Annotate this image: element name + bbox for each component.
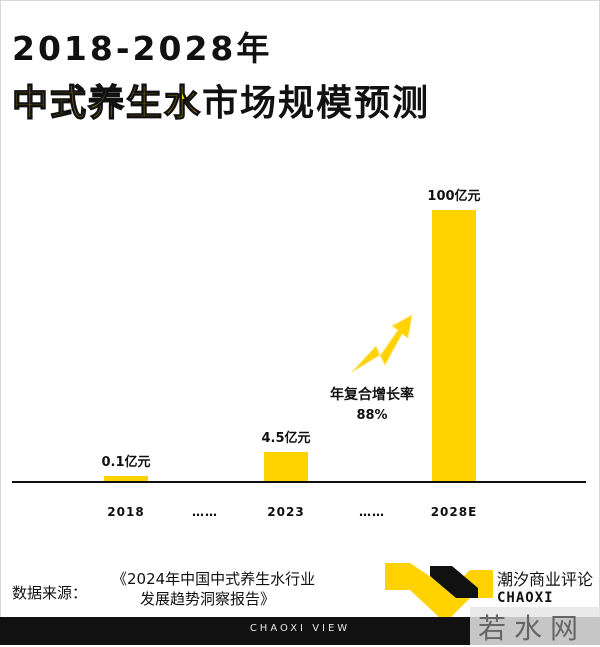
data-label-2018: 0.1亿元: [101, 454, 150, 470]
x-tick-0: 2018: [107, 505, 144, 519]
x-tick-2: 2023: [267, 505, 304, 519]
x-tick-1: ……: [192, 505, 218, 519]
cagr-annotation: 年复合增长率 88%: [330, 314, 414, 423]
logo-wave-icon: [385, 563, 493, 618]
growth-arrow-icon: [351, 314, 413, 373]
x-tick-3: ……: [359, 505, 385, 519]
title-line2: 中式养生水市场规模预测: [11, 74, 431, 126]
source-line2: 发展趋势洞察报告》: [140, 590, 276, 608]
title-accent: 中式养生水: [11, 82, 203, 124]
brand-name: 潮汐商业评论: [497, 570, 594, 589]
footer-text: CHAOXI VIEW: [249, 623, 351, 634]
source-line1: 《2024年中国中式养生水行业: [112, 570, 316, 588]
cagr-value: 88%: [356, 408, 387, 423]
brand-name-en: CHAOXI: [497, 590, 554, 606]
bars-group: 0.1亿元 4.5亿元 100亿元: [101, 188, 481, 482]
bar-2023: [264, 452, 308, 482]
data-label-2028E: 100亿元: [427, 188, 480, 204]
x-tick-labels: 2018 …… 2023 …… 2028E: [107, 505, 478, 519]
cagr-label: 年复合增长率: [330, 386, 414, 403]
bar-2018: [104, 476, 148, 482]
title-rest: 市场规模预测: [202, 83, 431, 124]
watermark-box: [470, 607, 600, 645]
data-label-2023: 4.5亿元: [261, 430, 310, 446]
watermark-text: 若水网: [478, 612, 587, 645]
source-label: 数据来源：: [12, 584, 88, 602]
x-tick-4: 2028E: [431, 505, 478, 519]
bar-2028E: [432, 210, 476, 482]
title-line1: 2018-2028年: [12, 29, 273, 68]
